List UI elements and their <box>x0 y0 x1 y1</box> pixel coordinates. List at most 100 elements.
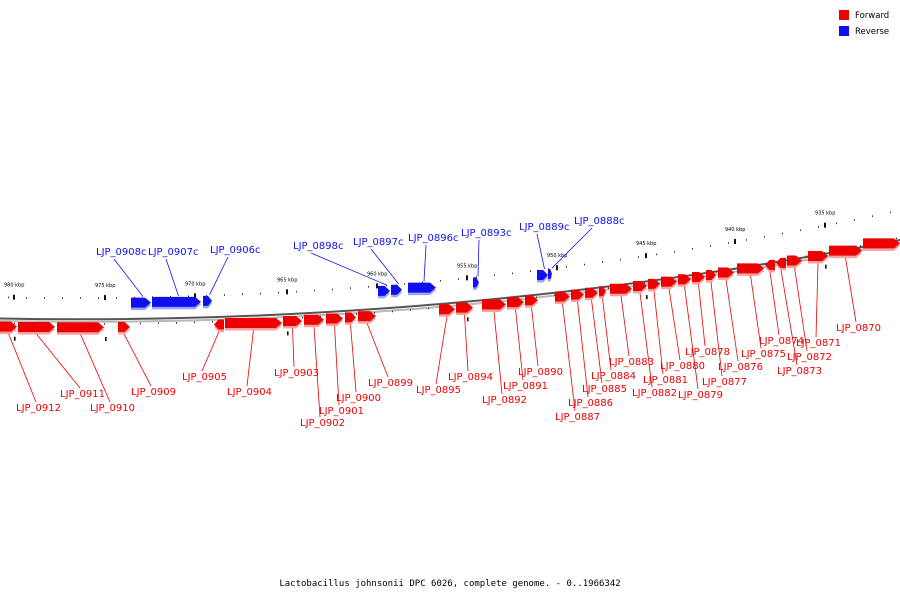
minor-tick <box>332 288 333 291</box>
reverse-gene-label: LJP_0893c <box>461 228 512 239</box>
minor-tick <box>212 320 213 323</box>
forward-leader <box>366 322 389 378</box>
forward-leader <box>334 325 340 406</box>
forward-gene-label: LJP_0899 <box>368 378 413 389</box>
minor-tick <box>80 297 81 299</box>
reverse-gene-arrow <box>152 296 201 307</box>
minor-tick <box>320 315 321 318</box>
forward-gene-label: LJP_0880 <box>660 361 705 372</box>
forward-leader <box>725 279 739 362</box>
forward-gene-arrow <box>525 295 538 306</box>
minor-tick <box>494 274 495 277</box>
reverse-gene-label: LJP_0898c <box>293 241 344 252</box>
reverse-gene-arrow <box>548 269 552 280</box>
tick-label: 980 kbp <box>4 283 24 289</box>
forward-leader <box>750 275 762 349</box>
minor-tick <box>800 229 801 232</box>
forward-leader <box>36 333 81 389</box>
minor-tick <box>302 316 303 319</box>
reverse-leader <box>310 252 387 286</box>
forward-gene-label: LJP_0883 <box>609 357 654 368</box>
forward-gene-label: LJP_0872 <box>787 352 832 363</box>
minor-tick <box>350 287 351 289</box>
lower-tick <box>287 331 289 336</box>
reverse-leader <box>536 233 545 270</box>
minor-tick <box>806 255 807 258</box>
forward-gene-label: LJP_0891 <box>503 381 548 392</box>
minor-tick <box>116 296 117 299</box>
reverse-gene-label: LJP_0908c <box>96 247 147 258</box>
minor-tick <box>728 242 729 244</box>
forward-gene-arrow <box>776 257 786 268</box>
forward-leader <box>531 307 539 367</box>
forward-leader <box>653 290 664 375</box>
minor-tick <box>746 239 747 241</box>
minor-tick <box>530 270 531 273</box>
minor-tick <box>734 268 735 270</box>
minor-tick <box>872 215 873 217</box>
minor-tick <box>314 289 315 292</box>
minor-tick <box>710 245 711 247</box>
forward-leader <box>620 295 630 357</box>
forward-gene-label: LJP_0904 <box>227 387 272 398</box>
minor-tick <box>860 244 861 247</box>
tick-mark <box>466 275 468 281</box>
reverse-gene-label: LJP_0896c <box>408 233 459 244</box>
minor-tick <box>620 258 621 261</box>
forward-gene-arrow <box>633 280 647 291</box>
minor-tick <box>104 323 105 325</box>
minor-tick <box>692 248 693 250</box>
forward-gene-label: LJP_0875 <box>741 349 786 360</box>
minor-tick <box>356 313 357 315</box>
legend-forward-label: Forward <box>855 11 889 21</box>
tick-label: 965 kbp <box>277 277 297 283</box>
reverse-gene-arrow <box>537 269 548 280</box>
forward-gene-arrow <box>555 291 570 302</box>
legend-reverse-label: Reverse <box>855 27 889 37</box>
label-leader-lines <box>8 227 857 418</box>
forward-gene-label: LJP_0909 <box>131 387 176 398</box>
reverse-gene-arrow <box>203 295 212 306</box>
forward-gene-label: LJP_0882 <box>632 388 677 399</box>
forward-leader <box>698 284 706 347</box>
reverse-gene-label: LJP_0897c <box>353 237 404 248</box>
forward-gene-label: LJP_0873 <box>777 366 822 377</box>
reverse-gene-arrow <box>391 284 402 295</box>
forward-leader <box>562 303 576 412</box>
forward-gene-arrow <box>765 259 775 270</box>
forward-leader <box>123 333 152 387</box>
forward-gene-arrow <box>345 312 356 323</box>
legend-forward-swatch <box>839 10 849 20</box>
minor-tick <box>296 290 297 293</box>
forward-leader <box>845 257 857 323</box>
forward-gene-arrow <box>863 238 900 249</box>
forward-gene-label: LJP_0892 <box>482 395 527 406</box>
reverse-gene-label: LJP_0906c <box>210 245 261 256</box>
gene-arrows <box>0 238 900 335</box>
forward-gene-label: LJP_0894 <box>448 372 493 383</box>
forward-gene-label: LJP_0874 <box>759 336 804 347</box>
forward-gene-label: LJP_0905 <box>182 372 227 383</box>
forward-leader <box>8 333 37 403</box>
reverse-gene-arrow <box>131 297 151 308</box>
minor-tick <box>176 322 177 324</box>
tick-mark <box>645 253 647 259</box>
forward-gene-arrow <box>482 299 506 310</box>
minor-tick <box>566 266 567 268</box>
minor-tick <box>458 278 459 280</box>
minor-tick <box>896 237 897 240</box>
tick-mark <box>556 265 558 271</box>
tick-label: 975 kbp <box>95 283 115 289</box>
forward-gene-label: LJP_0912 <box>16 403 61 414</box>
minor-tick <box>638 256 639 258</box>
forward-gene-label: LJP_0901 <box>319 406 364 417</box>
minor-tick <box>278 291 279 294</box>
lower-tick <box>105 337 107 342</box>
minor-tick <box>392 310 393 313</box>
minor-tick <box>536 296 537 299</box>
forward-leader <box>602 298 612 371</box>
forward-gene-label: LJP_0887 <box>555 412 600 423</box>
lower-tick <box>14 336 16 341</box>
minor-tick <box>374 312 375 314</box>
tick-mark <box>286 289 288 295</box>
